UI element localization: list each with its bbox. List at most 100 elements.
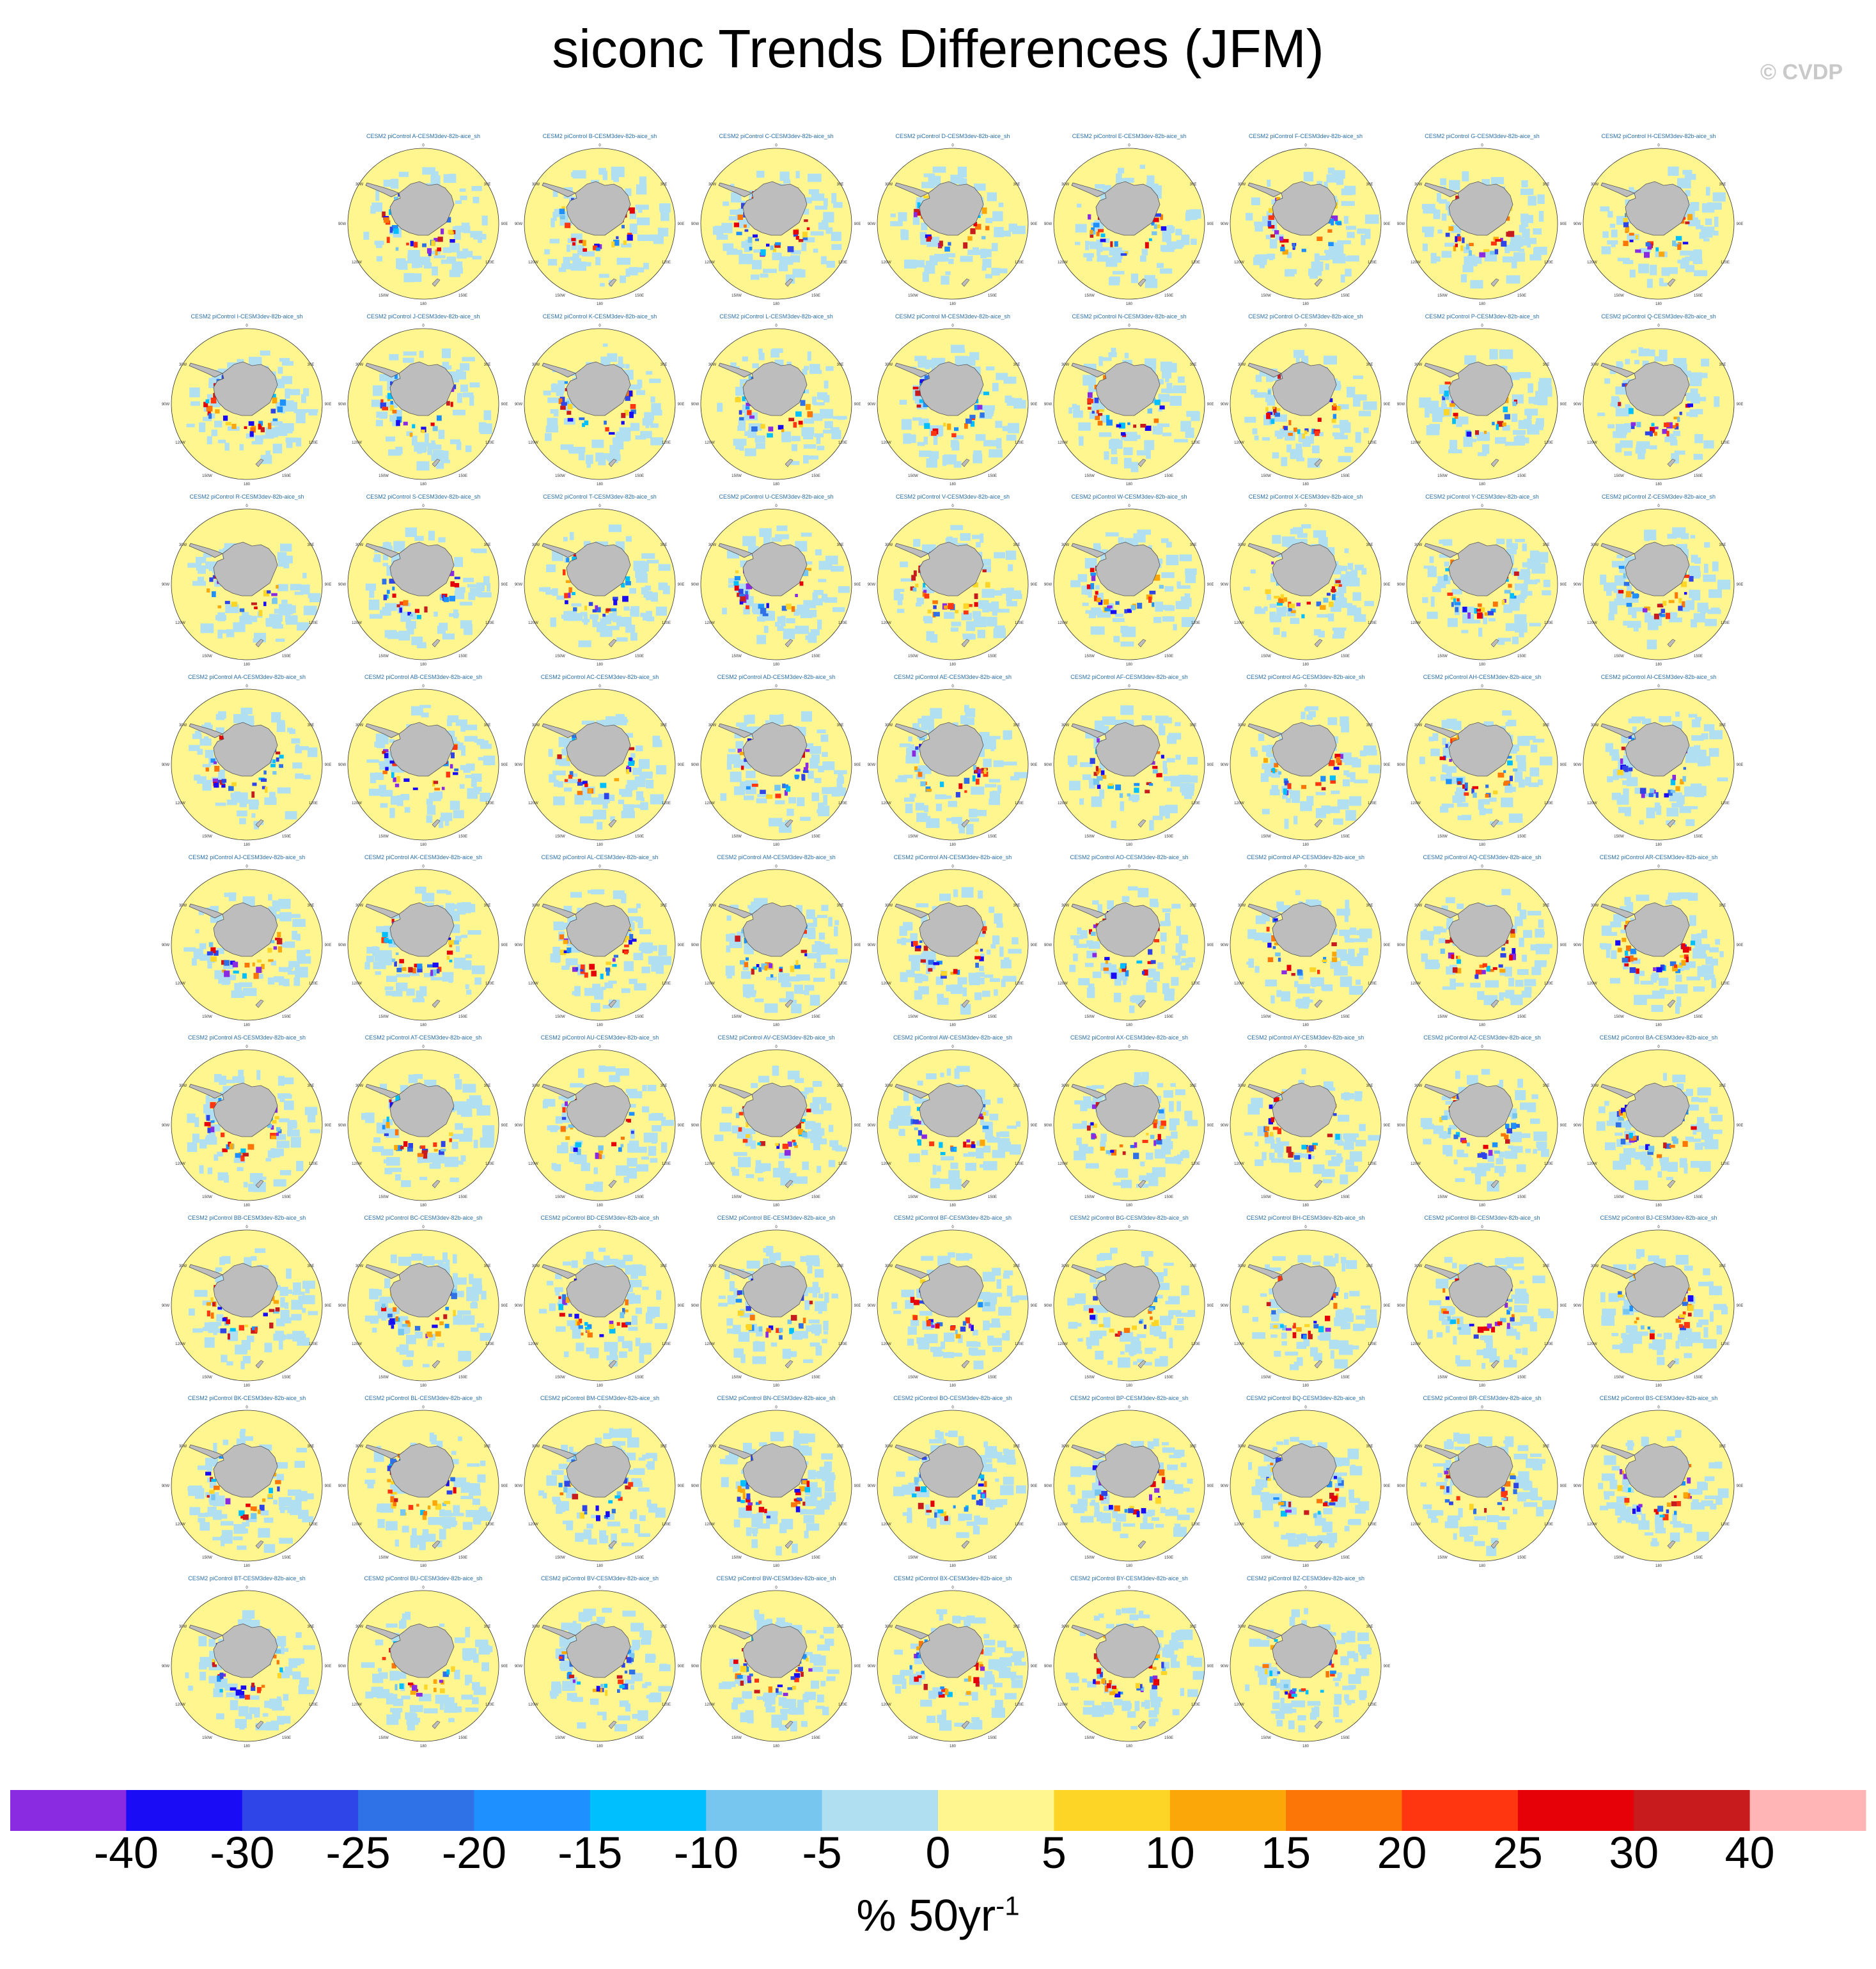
- longitude-label: 90E: [854, 944, 861, 947]
- panel-title: CESM2 piControl BH-CESM3dev-82b-aice_sh: [1246, 1215, 1365, 1221]
- longitude-label: 120E: [838, 1342, 847, 1346]
- map-panel: CESM2 piControl G-CESM3dev-82b-aice_sh 0 1…: [1395, 133, 1569, 306]
- longitude-label: 120W: [1058, 621, 1068, 625]
- longitude-label: 150W: [1084, 655, 1095, 658]
- antarctica-landmass: [1448, 902, 1513, 957]
- longitude-label: 150W: [1437, 655, 1448, 658]
- map-panel: CESM2 piControl BF-CESM3dev-82b-aice_sh 0…: [866, 1215, 1040, 1387]
- panel-title: CESM2 piControl BI-CESM3dev-82b-aice_sh: [1424, 1215, 1540, 1221]
- map-panel: CESM2 piControl AR-CESM3dev-82b-aice_sh 0…: [1572, 854, 1746, 1027]
- map-border: [171, 1590, 323, 1742]
- longitude-label: 120E: [1721, 621, 1730, 625]
- longitude-label: 0: [1657, 144, 1660, 148]
- longitude-label: 90E: [854, 403, 861, 407]
- longitude-label: 30W: [356, 183, 364, 187]
- longitude-label: 150E: [1517, 294, 1526, 298]
- panel-title: CESM2 piControl BV-CESM3dev-82b-aice_sh: [540, 1575, 659, 1582]
- longitude-label: 30E: [308, 543, 315, 547]
- longitude-label: 30W: [885, 1084, 893, 1088]
- longitude-label: 120E: [309, 802, 318, 805]
- longitude-label: 180: [950, 1384, 957, 1387]
- longitude-label: 150W: [202, 1015, 212, 1019]
- longitude-label: 180: [773, 1384, 780, 1387]
- longitude-label: 30E: [484, 1265, 491, 1268]
- antarctic-peninsula: [1424, 543, 1458, 558]
- panel-title: CESM2 piControl F-CESM3dev-82b-aice_sh: [1248, 133, 1363, 139]
- longitude-label: 30E: [1013, 1445, 1020, 1449]
- longitude-label: 180: [244, 1564, 251, 1568]
- polar-map: 0 180 30W 30E 90W 90E 120W 120E 150W 150E: [1221, 144, 1391, 306]
- longitude-label: 90E: [1031, 1124, 1038, 1128]
- longitude-label: 0: [951, 865, 954, 869]
- polar-map: 0 180 30W 30E 90W 90E 120W 120E 150W 150E: [1397, 504, 1567, 666]
- longitude-label: 30E: [1543, 724, 1550, 728]
- map-panel: CESM2 piControl BA-CESM3dev-82b-aice_sh 0…: [1572, 1034, 1746, 1207]
- longitude-label: 180: [950, 1204, 957, 1207]
- longitude-label: 0: [598, 1586, 601, 1590]
- longitude-label: 30E: [837, 1445, 844, 1449]
- longitude-label: 0: [246, 865, 248, 869]
- longitude-label: 90E: [1384, 403, 1391, 407]
- panel-title: CESM2 piControl BJ-CESM3dev-82b-aice_sh: [1600, 1215, 1717, 1221]
- map-border: [1053, 148, 1205, 300]
- longitude-label: 120W: [1411, 1162, 1421, 1166]
- island: [785, 1179, 793, 1188]
- longitude-label: 0: [1304, 685, 1307, 689]
- antarctic-peninsula: [1071, 723, 1106, 738]
- longitude-label: 90E: [1560, 1304, 1567, 1308]
- island: [1314, 819, 1323, 828]
- colorbar-tick-label: 20: [1377, 1828, 1427, 1878]
- polar-map: 0 180 30W 30E 90W 90E 120W 120E 150W 150E: [162, 504, 332, 666]
- polar-map: 0 180 30W 30E 90W 90E 120W 120E 150W 150E: [162, 1586, 332, 1748]
- longitude-label: 120E: [838, 261, 847, 265]
- antarctica-landmass: [742, 902, 808, 957]
- polar-map: 0 180 30W 30E 90W 90E 120W 120E 150W 150E: [691, 1045, 861, 1207]
- longitude-label: 150W: [1437, 835, 1448, 839]
- polar-map: 0 180 30W 30E 90W 90E 120W 120E 150W 150E: [868, 324, 1038, 486]
- antarctica-landmass: [742, 541, 808, 596]
- longitude-label: 90E: [501, 1484, 508, 1488]
- longitude-label: 0: [1657, 1045, 1660, 1049]
- antarctica-landmass: [389, 1263, 455, 1318]
- longitude-label: 120E: [838, 1162, 847, 1166]
- longitude-label: 30E: [1190, 724, 1197, 728]
- longitude-label: 150W: [1084, 1376, 1095, 1380]
- longitude-label: 30E: [661, 1265, 668, 1268]
- longitude-label: 120E: [485, 1703, 494, 1707]
- panel-title: CESM2 piControl AN-CESM3dev-82b-aice_sh: [893, 854, 1012, 860]
- longitude-label: 30E: [1719, 543, 1726, 547]
- polar-map: 0 180 30W 30E 90W 90E 120W 120E 150W 150E: [1397, 324, 1567, 486]
- map-border: [1230, 869, 1382, 1021]
- island: [255, 1720, 264, 1729]
- longitude-label: 30W: [885, 904, 893, 908]
- map-border: [877, 869, 1029, 1021]
- longitude-label: 90E: [854, 1484, 861, 1488]
- longitude-label: 150E: [458, 1736, 467, 1740]
- island: [608, 458, 617, 467]
- longitude-label: 90W: [162, 1484, 170, 1488]
- longitude-label: 0: [775, 685, 778, 689]
- longitude-label: 0: [951, 504, 954, 508]
- map-panel: CESM2 piControl AH-CESM3dev-82b-aice_sh 0…: [1395, 674, 1569, 846]
- map-border: [877, 328, 1029, 480]
- panel-title: CESM2 piControl X-CESM3dev-82b-aice_sh: [1248, 494, 1363, 500]
- antarctica-landmass: [566, 361, 631, 416]
- longitude-label: 150E: [1341, 1556, 1350, 1560]
- longitude-label: 90W: [868, 403, 876, 407]
- longitude-label: 30E: [1719, 1084, 1726, 1088]
- antarctic-peninsula: [365, 1084, 400, 1099]
- map-border: [1406, 508, 1558, 660]
- panel-title: CESM2 piControl T-CESM3dev-82b-aice_sh: [543, 494, 657, 500]
- longitude-label: 150W: [1261, 294, 1271, 298]
- longitude-label: 120W: [175, 1342, 185, 1346]
- longitude-label: 90E: [1737, 944, 1744, 947]
- map-panel: CESM2 piControl AV-CESM3dev-82b-aice_sh 0…: [689, 1034, 863, 1207]
- longitude-label: 30W: [532, 904, 540, 908]
- antarctica-landmass: [566, 1443, 631, 1498]
- longitude-label: 90E: [1737, 763, 1744, 767]
- colorbar-swatch: [242, 1790, 359, 1831]
- longitude-label: 90E: [854, 583, 861, 587]
- longitude-label: 30W: [708, 183, 717, 187]
- antarctica-landmass: [1448, 361, 1513, 416]
- longitude-label: 30W: [532, 363, 540, 367]
